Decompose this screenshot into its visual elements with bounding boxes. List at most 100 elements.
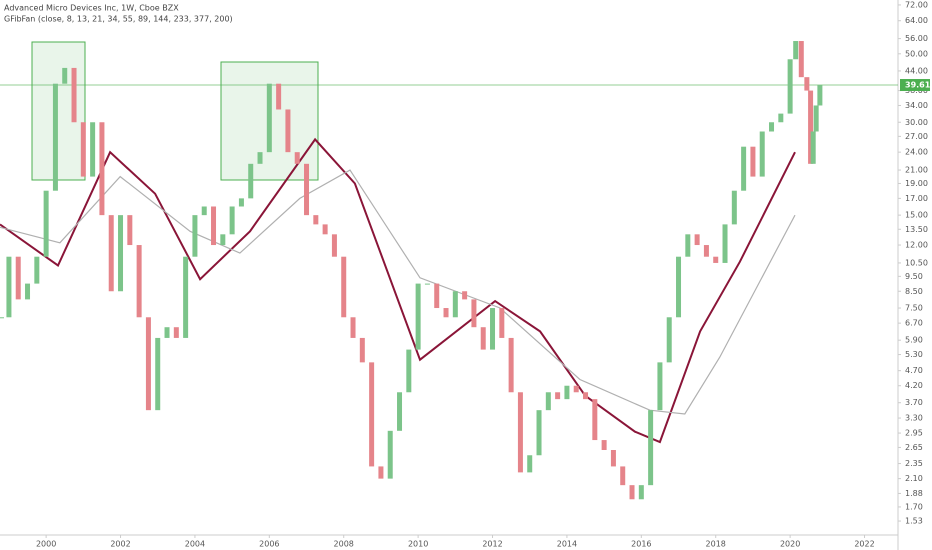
y-tick-label: 1.70 (905, 502, 923, 511)
candle (192, 215, 198, 257)
y-tick-label: 19.00 (905, 179, 928, 188)
y-tick-label: 17.00 (905, 194, 928, 203)
candle (694, 234, 700, 246)
candle (657, 362, 663, 411)
candle (610, 449, 616, 467)
candle (34, 256, 40, 284)
candle (808, 90, 814, 164)
y-tick-label: 8.50 (905, 287, 923, 296)
moving-average (0, 137, 796, 444)
x-tick-label: 2016 (631, 540, 651, 549)
candle (778, 113, 784, 123)
candle (145, 317, 151, 411)
candle (545, 392, 551, 411)
candle (201, 206, 207, 216)
candle (443, 308, 449, 318)
candle (434, 283, 440, 309)
candle (452, 291, 458, 318)
candle (517, 392, 523, 473)
y-tick-label: 3.70 (905, 398, 923, 407)
candle (750, 146, 756, 177)
candle (741, 146, 747, 191)
candle (555, 392, 561, 400)
candle (183, 256, 189, 338)
x-tick-label: 2018 (706, 540, 726, 549)
x-tick-label: 2014 (557, 540, 577, 549)
candle (648, 410, 654, 486)
candle (462, 291, 468, 300)
candle (90, 122, 96, 177)
x-tick-label: 2010 (408, 540, 428, 549)
candle (480, 327, 486, 350)
x-tick-label: 2004 (185, 540, 205, 549)
candle (276, 83, 282, 110)
candle (424, 283, 430, 285)
candle (713, 256, 719, 263)
candle (666, 317, 672, 363)
y-tick-label: 56.00 (905, 34, 928, 43)
candle (499, 308, 505, 338)
candle (731, 190, 737, 225)
candle (285, 109, 291, 153)
candle (331, 234, 337, 257)
price-label: 39.61 (905, 81, 931, 90)
price-label-box (900, 79, 930, 92)
x-tick-label: 2022 (854, 540, 874, 549)
candle (211, 206, 217, 246)
candle (536, 410, 542, 456)
moving-average (0, 169, 796, 415)
candle (490, 308, 496, 350)
candle (620, 466, 626, 486)
y-tick-label: 12.00 (905, 241, 928, 250)
y-tick-label: 44.00 (905, 66, 928, 75)
y-tick-label: 9.50 (905, 272, 923, 281)
candle (415, 283, 421, 350)
candle (378, 466, 384, 479)
candle (685, 234, 691, 257)
y-tick-label: 5.30 (905, 350, 923, 359)
candle (155, 337, 161, 411)
candle (573, 385, 579, 393)
candle (359, 337, 365, 363)
y-tick-label: 4.70 (905, 366, 923, 375)
y-tick-label: 7.50 (905, 304, 923, 313)
candle (638, 485, 644, 500)
x-tick-label: 2000 (36, 540, 56, 549)
candle (527, 455, 533, 473)
candle (703, 245, 709, 257)
indicator-label: GFibFan (close, 8, 13, 21, 34, 55, 89, 1… (4, 15, 233, 24)
candle (304, 163, 310, 216)
y-tick-label: 1.53 (905, 517, 923, 526)
y-tick-label: 27.00 (905, 132, 928, 141)
candle (629, 485, 635, 500)
candle (164, 327, 170, 338)
y-tick-label: 6.70 (905, 319, 923, 328)
candle (722, 224, 728, 263)
candle (62, 67, 68, 84)
candle (108, 215, 114, 292)
x-tick-label: 2008 (334, 540, 354, 549)
y-tick-label: 30.00 (905, 118, 928, 127)
y-tick-label: 50.00 (905, 49, 928, 58)
candle (25, 283, 31, 300)
candle (80, 122, 86, 177)
y-tick-label: 2.35 (905, 459, 923, 468)
candle (43, 190, 49, 257)
y-tick-label: 10.50 (905, 258, 928, 267)
candle (676, 256, 682, 318)
candle (787, 59, 793, 114)
y-tick-label: 72.00 (905, 0, 928, 9)
candle (341, 256, 347, 318)
y-tick-label: 2.10 (905, 474, 923, 483)
candle (118, 215, 124, 292)
candle (229, 206, 235, 235)
candle (817, 85, 823, 106)
y-tick-label: 34.00 (905, 101, 928, 110)
candle (238, 198, 244, 207)
candle (592, 399, 598, 441)
y-tick-label: 13.50 (905, 225, 928, 234)
y-tick-label: 5.90 (905, 336, 923, 345)
y-tick-label: 21.00 (905, 166, 928, 175)
